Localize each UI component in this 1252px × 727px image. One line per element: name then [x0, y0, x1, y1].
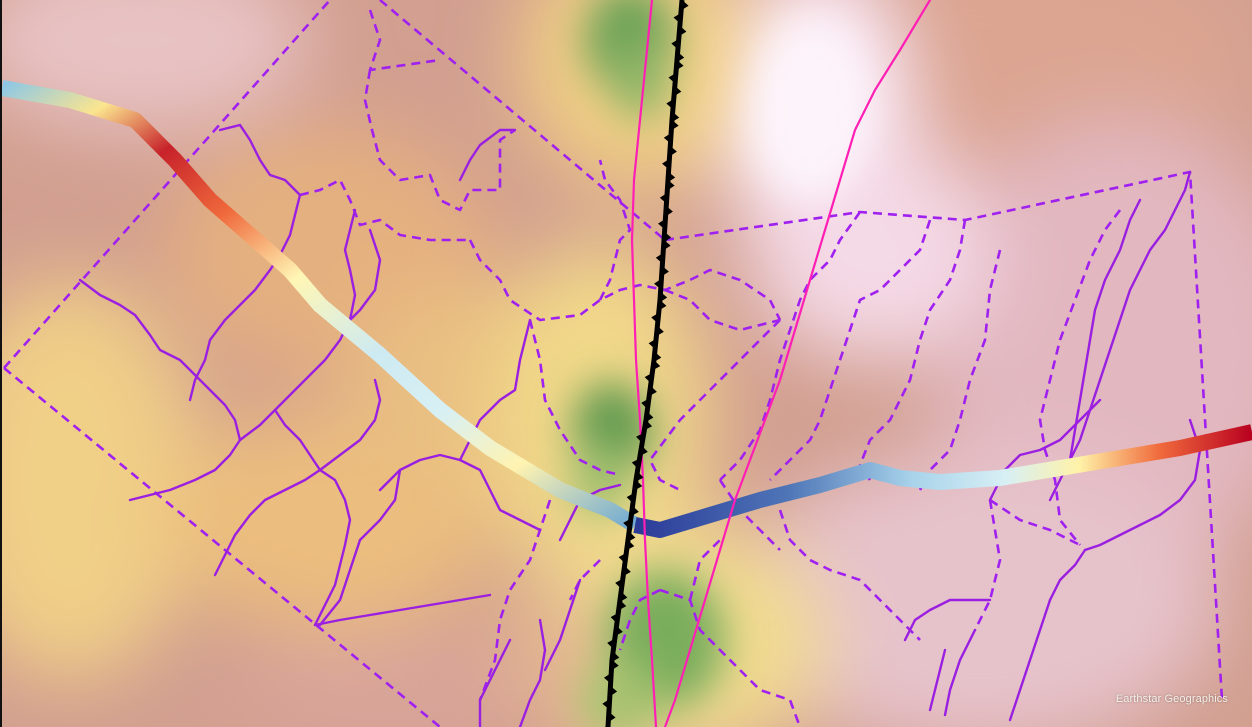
fault-tooth — [676, 51, 685, 63]
fault-tooth — [645, 411, 654, 422]
fault-tooth — [652, 360, 661, 371]
fault-tooth — [666, 98, 674, 110]
fault-tooth — [668, 72, 676, 84]
fault-tooth — [663, 132, 672, 144]
fault-tooth — [602, 698, 610, 710]
map-attribution: Earthstar Geographics — [1115, 693, 1228, 705]
fault-tooth — [631, 505, 639, 517]
fault-tooth — [673, 12, 681, 24]
fault-tooth — [671, 120, 679, 131]
channel-traces — [630, 0, 932, 727]
fault-tooth — [619, 591, 628, 602]
fault-tooth — [649, 385, 657, 397]
fault-tooth — [659, 192, 668, 204]
map-frame-edge — [0, 0, 2, 727]
fault-tooth — [681, 0, 689, 11]
fault-tooth — [673, 85, 682, 97]
fault-tooth — [676, 60, 684, 71]
fault-tooth — [604, 724, 609, 727]
fault-tooth — [640, 445, 648, 456]
fault-tooth — [651, 312, 659, 324]
fault-tooth — [648, 338, 657, 350]
fault-tooth — [627, 531, 636, 542]
fault-tooth — [615, 625, 623, 637]
fault-tooth — [618, 552, 627, 564]
fault-tooth — [653, 351, 662, 363]
fault-tooth — [667, 171, 676, 183]
fault-tooth — [669, 145, 677, 157]
fault-tooth — [636, 432, 644, 444]
fault-tooth — [635, 471, 644, 482]
drainage-network — [78, 123, 1202, 727]
fault-tooth — [663, 231, 672, 243]
fault-tooth — [626, 540, 635, 551]
fault-tooth — [626, 492, 635, 504]
fault-tooth — [671, 111, 680, 123]
fault-tooth — [655, 252, 664, 264]
fault-tooth — [610, 612, 619, 624]
fault-tooth — [678, 25, 687, 37]
fault-tooth — [615, 578, 623, 589]
fault-tooth — [644, 420, 653, 431]
fault-tooth — [671, 38, 679, 50]
fault-tooth — [662, 158, 670, 170]
swath-profile-line — [0, 80, 1252, 538]
fault-tooth — [654, 278, 662, 290]
thrust-fault — [602, 0, 689, 727]
fault-tooth — [634, 480, 643, 491]
fault-tooth — [667, 180, 675, 191]
fault-tooth — [661, 265, 669, 277]
fault-tooth — [659, 291, 668, 303]
fault-tooth — [665, 205, 673, 217]
fault-tooth — [611, 660, 619, 671]
fault-tooth — [623, 518, 631, 529]
fault-tooth — [663, 240, 671, 251]
fault-tooth — [608, 711, 616, 723]
fault-tooth — [658, 300, 667, 311]
fault-tooth — [641, 398, 649, 409]
fault-tooth — [658, 218, 666, 230]
fault-tooth — [609, 685, 618, 697]
fault-tooth — [623, 565, 631, 577]
fault-tooth — [644, 372, 653, 384]
fault-tooth — [631, 458, 640, 469]
fault-tooth — [603, 672, 612, 684]
fault-tooth — [611, 651, 620, 662]
fault-tooth — [607, 638, 615, 649]
fault-tooth — [656, 325, 664, 337]
fault-tooth — [618, 600, 627, 611]
